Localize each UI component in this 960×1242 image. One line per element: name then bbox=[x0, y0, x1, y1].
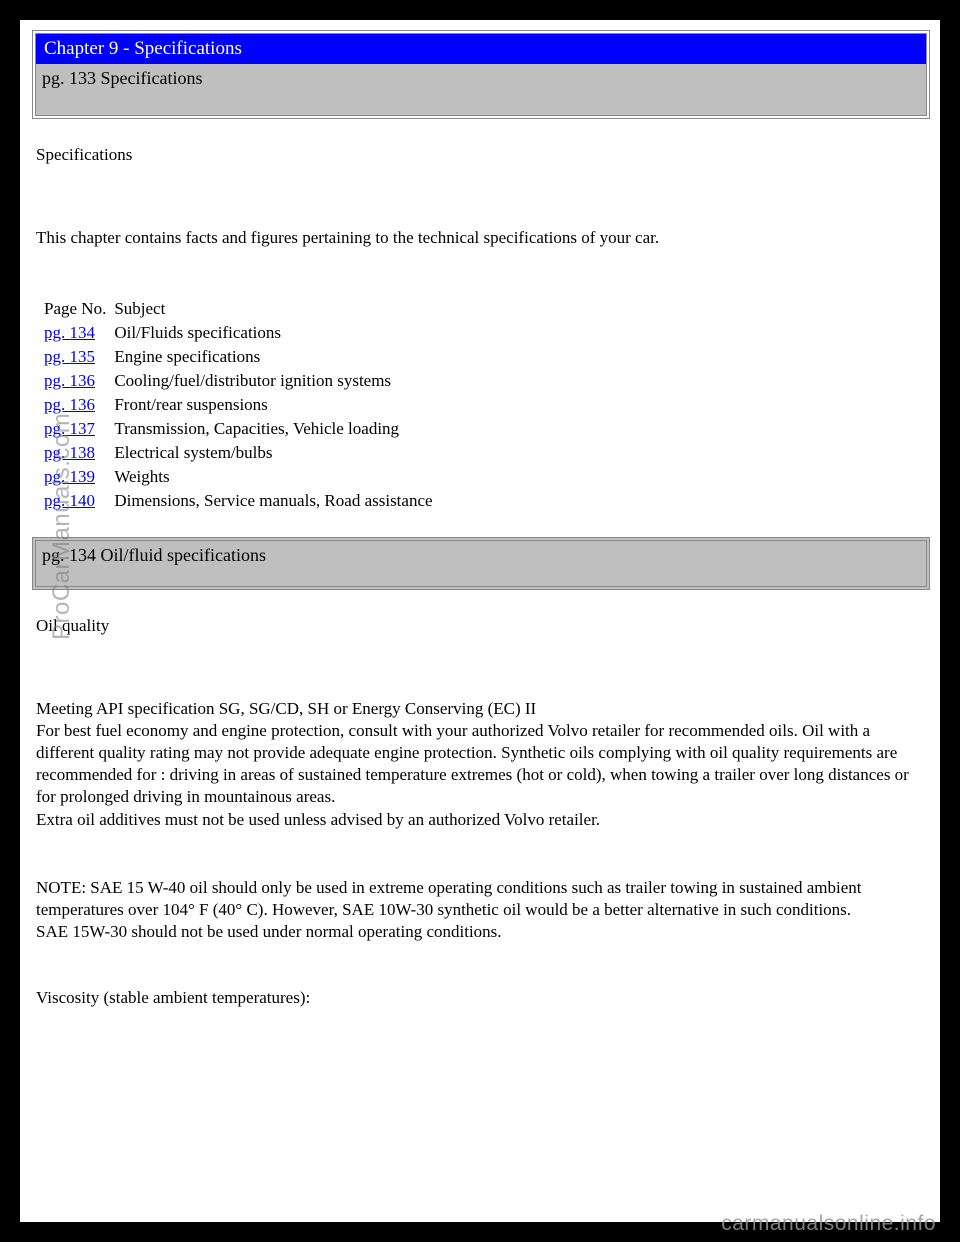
oil-quality-heading: Oil quality bbox=[36, 616, 926, 636]
table-row: pg. 139 Weights bbox=[40, 467, 437, 487]
toc-subject: Electrical system/bulbs bbox=[110, 443, 436, 463]
toc-header-subject: Subject bbox=[110, 299, 436, 319]
page-link[interactable]: pg. 136 bbox=[44, 395, 95, 414]
chapter-title: Chapter 9 - Specifications bbox=[36, 34, 926, 64]
table-row: pg. 136 Cooling/fuel/distributor ignitio… bbox=[40, 371, 437, 391]
note-sae-15w40: NOTE: SAE 15 W-40 oil should only be use… bbox=[36, 878, 861, 919]
table-row: pg. 138 Electrical system/bulbs bbox=[40, 443, 437, 463]
toc-subject: Dimensions, Service manuals, Road assist… bbox=[110, 491, 436, 511]
page-link[interactable]: pg. 134 bbox=[44, 323, 95, 342]
watermark-footer: carmanualsonline.info bbox=[721, 1212, 936, 1236]
toc-subject: Engine specifications bbox=[110, 347, 436, 367]
api-spec-line: Meeting API specification SG, SG/CD, SH … bbox=[36, 699, 536, 718]
table-row: pg. 140 Dimensions, Service manuals, Roa… bbox=[40, 491, 437, 511]
table-of-contents: Page No. Subject pg. 134 Oil/Fluids spec… bbox=[40, 295, 437, 515]
additives-text: Extra oil additives must not be used unl… bbox=[36, 810, 600, 829]
section-134-bar: pg. 134 Oil/fluid specifications bbox=[32, 537, 930, 590]
chapter-header-box: Chapter 9 - Specifications pg. 133 Speci… bbox=[32, 30, 930, 119]
table-row: pg. 136 Front/rear suspensions bbox=[40, 395, 437, 415]
section-134-body: Oil quality Meeting API specification SG… bbox=[32, 616, 930, 1009]
note-paragraph: NOTE: SAE 15 W-40 oil should only be use… bbox=[36, 877, 926, 943]
note-sae-15w30: SAE 15W-30 should not be used under norm… bbox=[36, 922, 502, 941]
toc-header-row: Page No. Subject bbox=[40, 299, 437, 319]
toc-subject: Transmission, Capacities, Vehicle loadin… bbox=[110, 419, 436, 439]
section-133-bar: pg. 133 Specifications bbox=[36, 64, 926, 115]
specifications-heading: Specifications bbox=[36, 145, 926, 165]
table-row: pg. 134 Oil/Fluids specifications bbox=[40, 323, 437, 343]
table-row: pg. 135 Engine specifications bbox=[40, 347, 437, 367]
table-row: pg. 137 Transmission, Capacities, Vehicl… bbox=[40, 419, 437, 439]
document-page: Chapter 9 - Specifications pg. 133 Speci… bbox=[20, 20, 940, 1222]
watermark-vertical: ProCarManuals.com bbox=[48, 413, 76, 640]
toc-subject: Oil/Fluids specifications bbox=[110, 323, 436, 343]
fuel-economy-text: For best fuel economy and engine protect… bbox=[36, 721, 909, 806]
oil-spec-paragraph: Meeting API specification SG, SG/CD, SH … bbox=[36, 698, 926, 831]
intro-paragraph: This chapter contains facts and figures … bbox=[36, 227, 926, 249]
body-content: Specifications This chapter contains fac… bbox=[32, 145, 930, 515]
page-link[interactable]: pg. 135 bbox=[44, 347, 95, 366]
toc-header-page: Page No. bbox=[40, 299, 110, 319]
toc-subject: Weights bbox=[110, 467, 436, 487]
page-link[interactable]: pg. 136 bbox=[44, 371, 95, 390]
viscosity-heading: Viscosity (stable ambient temperatures): bbox=[36, 987, 926, 1009]
toc-subject: Cooling/fuel/distributor ignition system… bbox=[110, 371, 436, 391]
toc-subject: Front/rear suspensions bbox=[110, 395, 436, 415]
